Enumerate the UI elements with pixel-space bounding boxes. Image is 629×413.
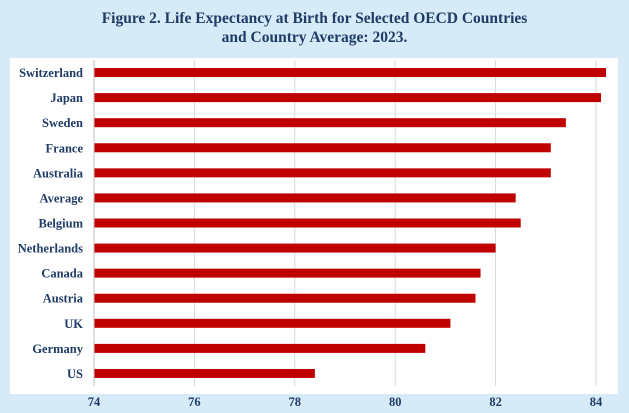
x-tick-label: 78 [289, 395, 302, 409]
bar [94, 68, 607, 78]
category-label: Belgium [39, 217, 84, 231]
bar [94, 243, 496, 253]
bar [94, 168, 551, 178]
x-tick-label: 80 [389, 395, 402, 409]
bar [94, 93, 602, 103]
category-label: UK [64, 317, 83, 331]
category-label: Germany [32, 342, 83, 356]
bar [94, 368, 315, 378]
category-label: Sweden [42, 116, 83, 130]
bar [94, 218, 521, 228]
bar [94, 143, 551, 153]
bar [94, 318, 451, 328]
category-label: Average [40, 191, 84, 205]
chart-title-line-1: Figure 2. Life Expectancy at Birth for S… [101, 10, 528, 27]
category-label: Canada [41, 267, 83, 281]
category-label: Netherlands [18, 242, 83, 256]
bar [94, 118, 566, 128]
chart-title-line-2: and Country Average: 2023. [221, 29, 408, 46]
category-label: US [67, 367, 83, 381]
bar [94, 293, 476, 303]
x-tick-label: 82 [489, 395, 502, 409]
category-label: Australia [33, 166, 84, 180]
x-tick-label: 74 [88, 395, 101, 409]
category-label: Switzerland [19, 66, 83, 80]
chart-title: Figure 2. Life Expectancy at Birth for S… [0, 9, 629, 47]
category-label: Austria [43, 292, 84, 306]
x-tick-label: 76 [188, 395, 201, 409]
category-label: Japan [50, 91, 83, 105]
x-tick-label: 84 [590, 395, 603, 409]
category-label: France [46, 141, 84, 155]
bar [94, 193, 516, 203]
bar [94, 343, 426, 353]
bar [94, 268, 481, 278]
